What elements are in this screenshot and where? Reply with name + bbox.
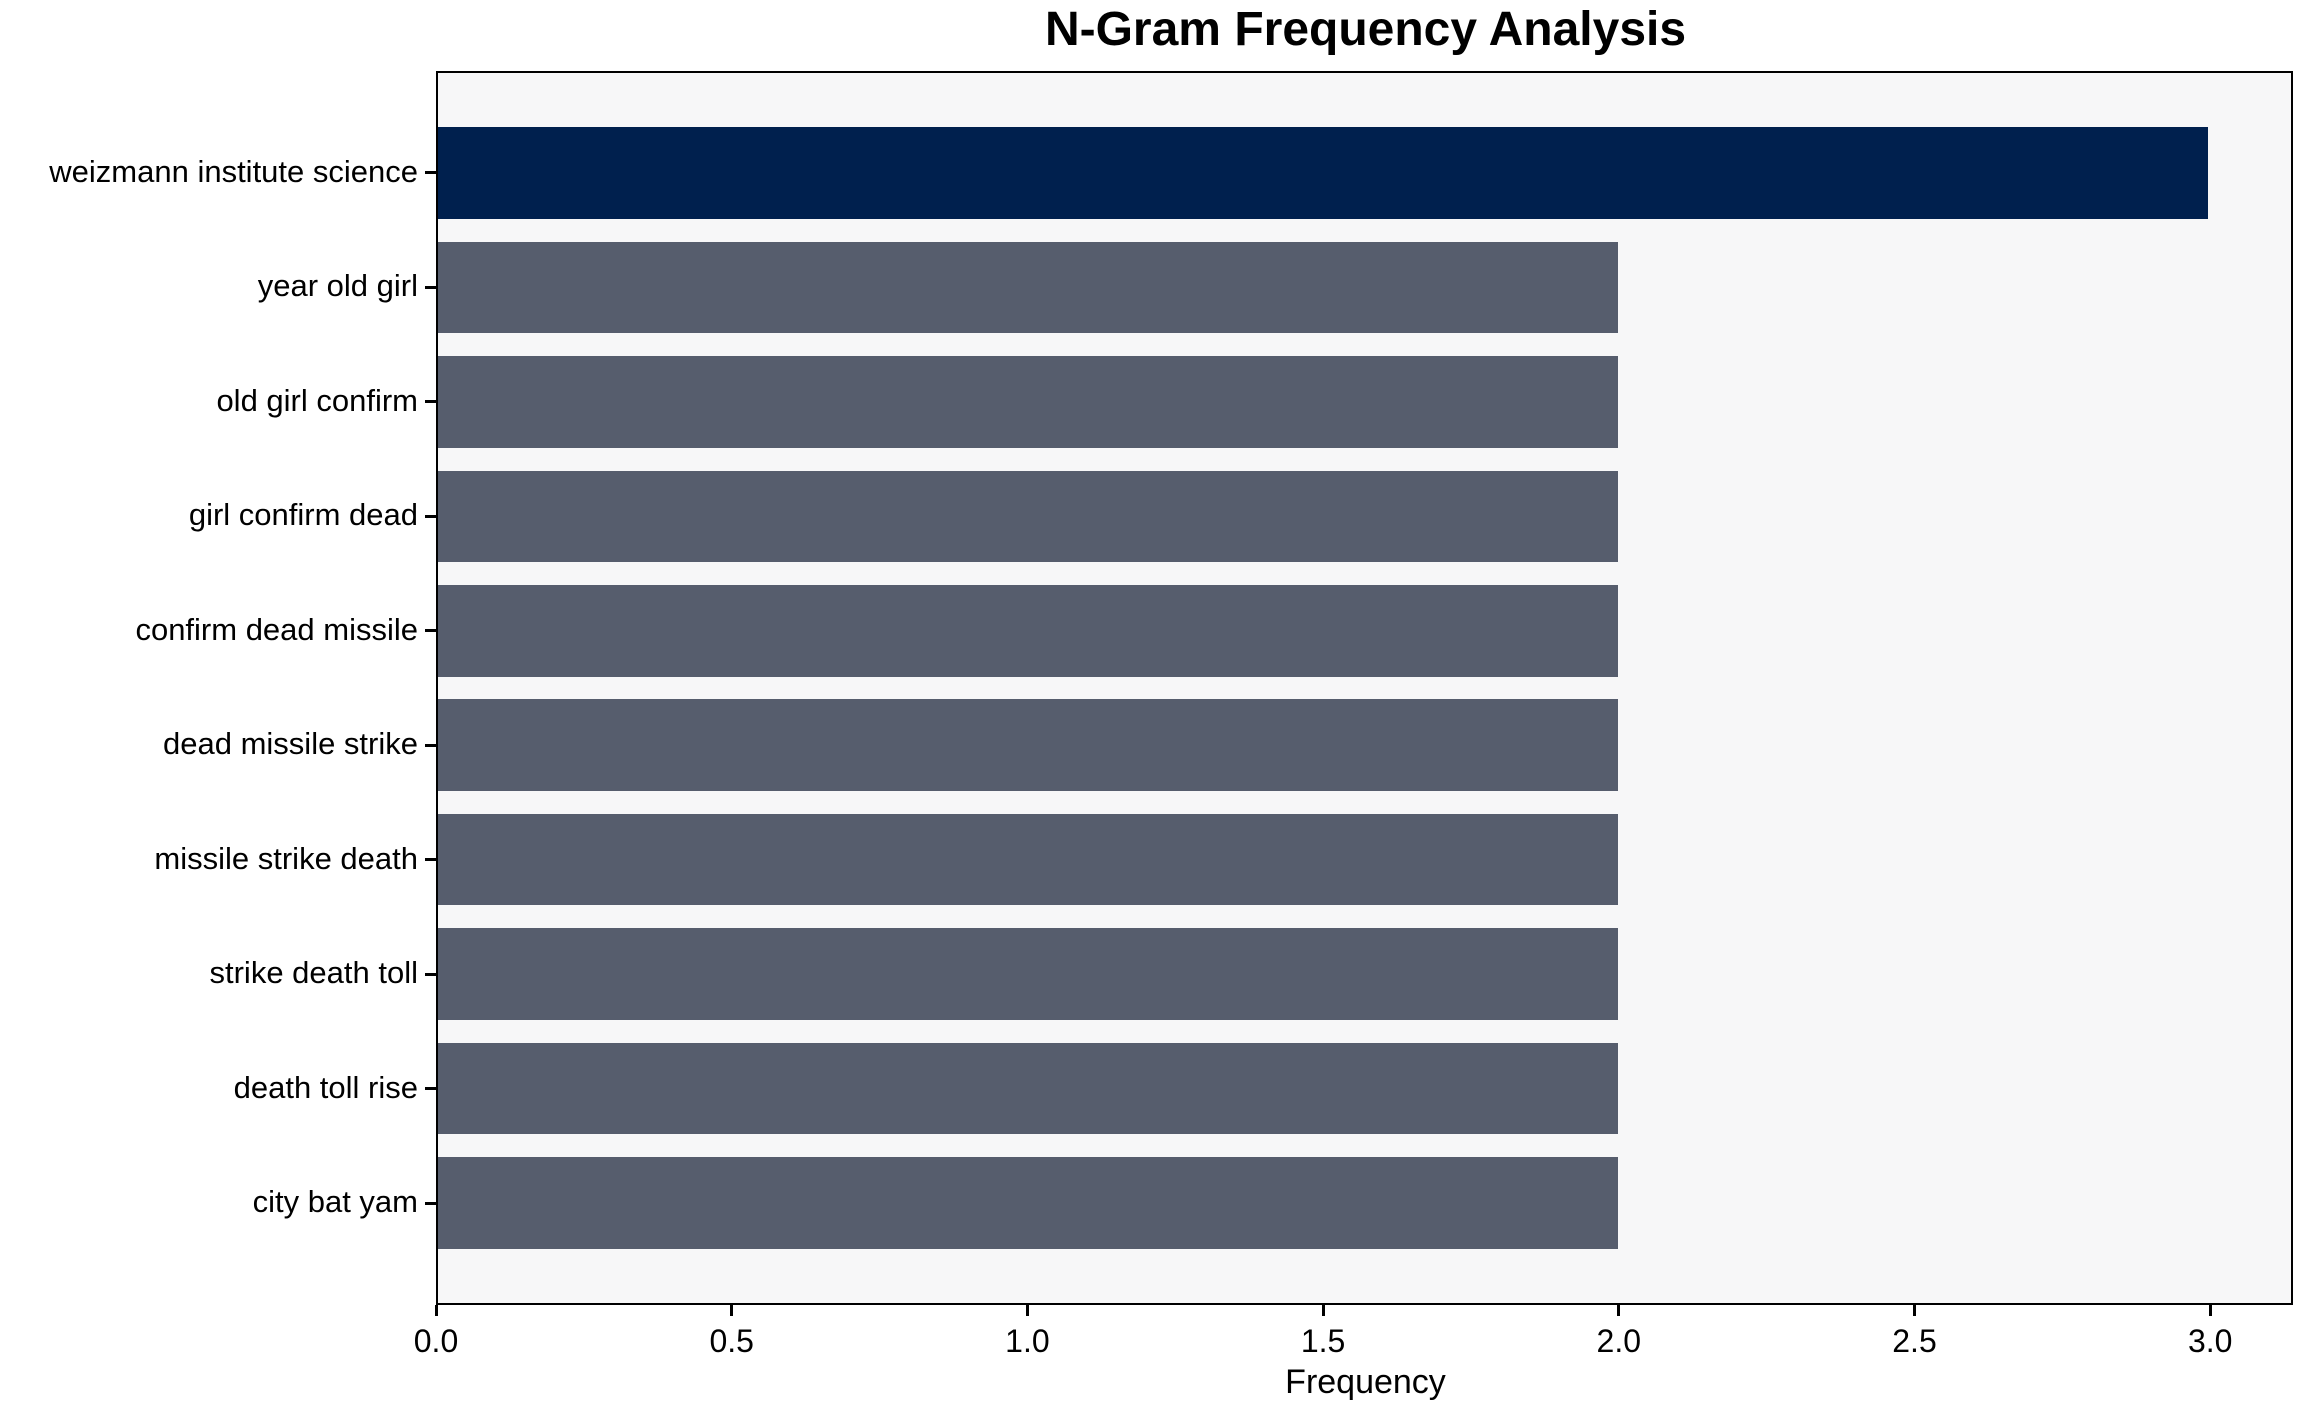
y-tick-mark [425,400,436,404]
y-tick-label: death toll rise [233,1069,418,1105]
x-tick-label: 1.5 [1300,1323,1346,1359]
bar-city-bat-yam [438,1157,1619,1249]
bar-year-old-girl [438,241,1619,334]
x-tick-mark [434,1305,438,1316]
y-tick-mark [425,629,436,633]
y-tick-label: confirm dead missile [135,611,418,647]
bar-old-girl-confirm [438,356,1619,448]
y-tick-label: strike death toll [209,955,419,991]
y-tick-mark [425,972,436,976]
x-tick-mark [1025,1305,1029,1316]
bar-girl-confirm-dead [438,470,1619,563]
x-tick-label: 2.0 [1596,1323,1642,1359]
bar-death-toll-rise [438,1042,1619,1135]
x-tick-mark [2208,1305,2212,1316]
y-tick-label: missile strike death [154,840,418,876]
y-tick-label: dead missile strike [163,726,418,762]
x-tick-label: 0.5 [709,1323,754,1359]
y-tick-label: girl confirm dead [188,497,418,533]
x-axis-title: Frequency [1285,1363,1446,1401]
y-tick-label: city bat yam [252,1184,418,1220]
y-tick-mark [425,285,436,289]
x-tick-mark [1913,1305,1916,1316]
y-tick-mark [425,1201,436,1205]
y-tick-label: year old girl [257,268,418,304]
bar-dead-missile-strike [438,699,1619,791]
y-tick-label: weizmann institute science [49,153,418,189]
plot-area [436,71,2293,1305]
bar-weizmann-institute-science [438,127,2209,219]
y-tick-mark [425,171,436,175]
x-tick-label: 3.0 [2187,1323,2233,1359]
y-tick-mark [425,743,436,747]
x-tick-label: 1.0 [1005,1323,1050,1359]
y-tick-mark [425,1087,436,1091]
x-tick-mark [1321,1305,1325,1316]
x-tick-label: 2.5 [1892,1323,1937,1359]
y-tick-label: old girl confirm [216,382,418,418]
x-tick-mark [1617,1305,1621,1316]
x-tick-label: 0.0 [413,1323,459,1359]
bar-strike-death-toll [438,928,1619,1020]
y-tick-mark [425,514,436,518]
y-tick-mark [425,858,436,862]
chart-title: N-Gram Frequency Analysis [1044,3,1687,56]
bar-missile-strike-death [438,813,1619,906]
bar-confirm-dead-missile [438,584,1619,677]
x-tick-mark [730,1305,734,1316]
